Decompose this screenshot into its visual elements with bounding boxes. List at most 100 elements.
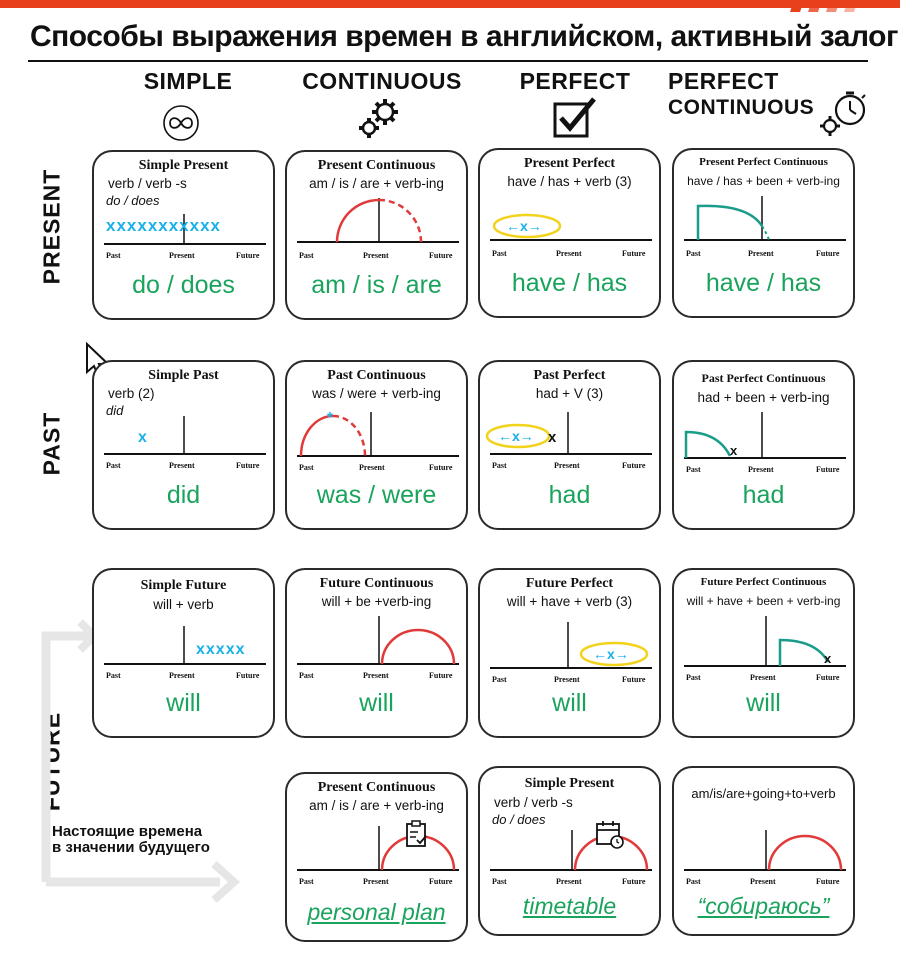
- timeline-diagram: xxxxxxxxxxx Past Present Future: [104, 214, 266, 260]
- svg-text:←x→: ←x→: [506, 218, 542, 234]
- svg-text:Present: Present: [169, 251, 195, 260]
- svg-text:*: *: [327, 409, 333, 426]
- timeline-diagram: ←x→ x Past Present Future: [485, 412, 652, 470]
- card-formula: am / is / are + verb-ing: [309, 798, 444, 813]
- note-line-1: Настоящие времена: [52, 823, 203, 840]
- svg-text:Present: Present: [556, 877, 582, 886]
- svg-text:xxxxx: xxxxx: [196, 641, 246, 658]
- card-auxiliary-label: have / has: [511, 269, 628, 297]
- row-label-past: PAST: [38, 411, 65, 476]
- svg-text:←x→: ←x→: [498, 428, 534, 444]
- card-formula: will + verb: [153, 597, 214, 612]
- card-past-simple: Simple Past verb (2) did x Past Present Fu…: [92, 360, 275, 530]
- svg-text:Present: Present: [363, 877, 389, 886]
- card-formula: verb / verb -s: [494, 795, 573, 810]
- timeline-diagram: x Past Present Future: [684, 412, 846, 474]
- infinity-icon: [163, 105, 199, 141]
- timeline-diagram: Past Present Future: [297, 198, 459, 260]
- svg-text:Past: Past: [492, 461, 507, 470]
- svg-text:x: x: [824, 651, 832, 666]
- card-past-perfect-continuous: Past Perfect Continuous had + been + ver…: [672, 360, 855, 530]
- timeline-diagram: x Past Present Future: [104, 416, 266, 470]
- svg-text:Past: Past: [492, 249, 507, 258]
- row-label-present: PRESENT: [38, 168, 65, 285]
- timeline-diagram: * Past Present Future: [297, 409, 459, 472]
- card-present-perfect: Present Perfect have / has + verb (3) ←x…: [478, 148, 661, 318]
- note-line-2: в значении будущего: [52, 839, 210, 856]
- card-formula: verb (2): [108, 386, 155, 401]
- card-future-simple: Simple Future will + verb xxxxx Past Pres…: [92, 568, 275, 738]
- timeline-diagram: xxxxx Past Present Future: [104, 626, 266, 680]
- svg-text:Future: Future: [816, 673, 840, 682]
- checkbox-icon: [553, 97, 596, 138]
- card-title: Simple Past: [148, 368, 219, 383]
- card-title: Present Continuous: [317, 780, 436, 795]
- svg-text:Future: Future: [622, 877, 646, 886]
- card-formula: will + have + verb (3): [506, 594, 633, 609]
- card-title: Past Continuous: [327, 368, 426, 383]
- svg-text:Present: Present: [750, 877, 776, 886]
- timeline-diagram: Past Present Future: [297, 616, 459, 680]
- card-auxiliary-label: had: [548, 481, 591, 509]
- card-aux: did: [106, 403, 124, 418]
- card-title: Past Perfect: [533, 368, 606, 383]
- card-auxiliary-label: do / does: [132, 271, 235, 299]
- svg-text:Future: Future: [816, 465, 840, 474]
- card-title: Future Perfect: [525, 576, 614, 591]
- svg-text:Present: Present: [363, 671, 389, 680]
- card-auxiliary-label: did: [166, 481, 201, 509]
- timeline-diagram: Past Present Future: [490, 821, 652, 886]
- card-future-perfect: Future Perfect will + have + verb (3) ←x…: [478, 568, 661, 738]
- svg-text:Past: Past: [106, 671, 121, 680]
- svg-text:Future: Future: [816, 877, 840, 886]
- svg-text:Past: Past: [106, 461, 121, 470]
- gear-stopwatch-icon: [820, 91, 866, 136]
- x-marks: xxxxxxxxxxx: [106, 216, 221, 235]
- card-plan-present-simple: Simple Present verb / verb -s do / does …: [478, 766, 661, 936]
- card-title: Present Continuous: [317, 158, 436, 173]
- svg-text:Present: Present: [554, 675, 580, 684]
- timeline-diagram: Past Present Future: [297, 820, 459, 886]
- timeline-diagram: ←x→ Past Present Future: [490, 622, 652, 684]
- card-title: Simple Present: [138, 158, 229, 173]
- card-formula: had + V (3): [535, 386, 604, 401]
- column-header-perfect-continuous-1: PERFECT: [668, 68, 779, 94]
- card-auxiliary-label: will: [166, 689, 201, 717]
- timeline-diagram: ←x→ Past Present Future: [490, 213, 652, 258]
- svg-text:Present: Present: [556, 249, 582, 258]
- timeline-diagram: Past Present Future: [684, 196, 846, 258]
- card-title: Simple Present: [524, 776, 615, 791]
- card-auxiliary-label: have / has: [705, 269, 822, 297]
- card-aux: do / does: [106, 193, 160, 208]
- card-formula: am/is/are+going+to+verb: [691, 786, 836, 801]
- card-future-continuous: Future Continuous will + be +verb-ing Pa…: [285, 568, 468, 738]
- card-past-continuous: Past Continuous was / were + verb-ing * …: [285, 360, 468, 530]
- clipboard-icon: [406, 820, 427, 847]
- card-future-perfect-continuous: Future Perfect Continuous will + have + …: [672, 568, 855, 738]
- svg-text:Past: Past: [686, 465, 701, 474]
- svg-text:Past: Past: [492, 877, 507, 886]
- card-auxiliary-label: will: [746, 689, 781, 717]
- card-past-perfect: Past Perfect had + V (3) ←x→ x Past Prese…: [478, 360, 661, 530]
- card-formula: verb / verb -s: [108, 176, 187, 191]
- svg-text:Future: Future: [429, 251, 453, 260]
- card-title: Future Continuous: [319, 576, 434, 591]
- top-accent-bar: [0, 0, 900, 8]
- svg-text:x: x: [138, 429, 147, 446]
- svg-text:Past: Past: [299, 877, 314, 886]
- svg-text:Past: Past: [686, 877, 701, 886]
- card-formula: am / is / are + verb-ing: [309, 176, 444, 191]
- card-meaning-label: timetable: [522, 893, 617, 919]
- card-present-simple: Simple Present verb / verb -s do / does …: [92, 150, 275, 320]
- svg-text:Past: Past: [299, 463, 314, 472]
- svg-text:Future: Future: [429, 877, 453, 886]
- card-plan-present-continuous: Present Continuous am / is / are + verb-…: [285, 772, 468, 942]
- card-auxiliary-label: will: [359, 689, 394, 717]
- card-title: Present Perfect Continuous: [699, 156, 828, 168]
- top-stripes-decoration: [790, 0, 858, 12]
- svg-text:Future: Future: [622, 461, 646, 470]
- svg-text:Future: Future: [622, 249, 646, 258]
- card-title: Past Perfect Continuous: [701, 371, 826, 385]
- svg-text:x: x: [548, 429, 557, 446]
- card-formula: have / has + verb (3): [507, 174, 632, 189]
